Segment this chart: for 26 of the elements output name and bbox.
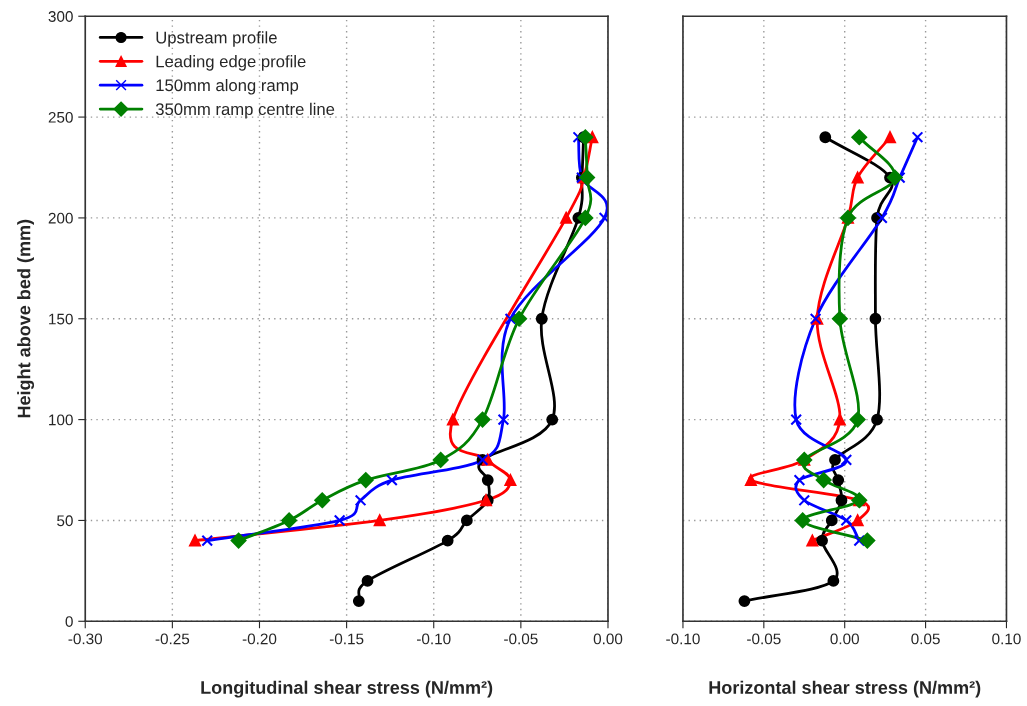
x-tick-label: 0.10	[992, 633, 1021, 645]
x-axis-title: Longitudinal shear stress (N/mm²)	[201, 680, 493, 698]
x-axis-title: Horizontal shear stress (N/mm²)	[709, 680, 981, 698]
x-tick-label: -0.10	[666, 633, 700, 645]
x-tick-label: 0.00	[830, 633, 859, 645]
legend-label: Upstream profile	[156, 31, 277, 47]
y-axis-title: Height above bed (mm)	[17, 219, 35, 418]
x-tick-label: -0.25	[155, 633, 190, 645]
x-tick-label: 0.05	[911, 633, 940, 645]
y-tick-label: 100	[49, 414, 73, 426]
y-tick-label: 250	[48, 111, 73, 123]
x-tick-label: -0.20	[242, 633, 277, 645]
y-tick-label: 200	[48, 212, 73, 224]
y-tick-label: 300	[48, 11, 73, 22]
legend-label: 150mm along ramp	[156, 78, 299, 95]
x-tick-label: -0.15	[329, 633, 364, 645]
x-tick-label: -0.05	[747, 633, 781, 645]
legend-label: 350mm ramp centre line	[155, 102, 335, 119]
y-tick-label: 0	[65, 616, 73, 627]
y-tick-label: 150	[49, 313, 73, 325]
legend-label: Leading edge profile	[156, 55, 306, 71]
x-tick-label: -0.10	[417, 633, 451, 645]
x-tick-label: -0.05	[504, 633, 538, 645]
x-tick-label: -0.30	[68, 633, 103, 645]
y-tick-label: 50	[57, 515, 73, 527]
x-tick-label: 0.00	[593, 633, 623, 645]
